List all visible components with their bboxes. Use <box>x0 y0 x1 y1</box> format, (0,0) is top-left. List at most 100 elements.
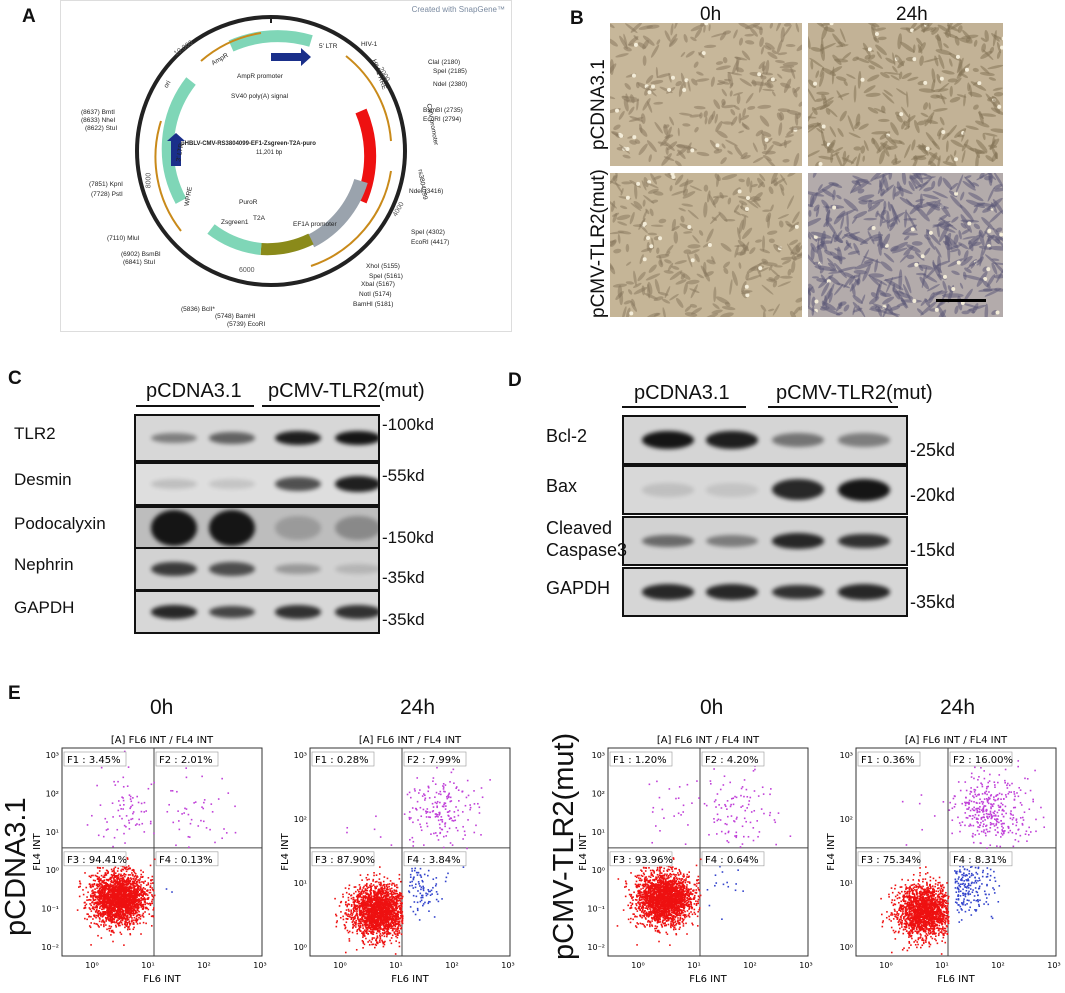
event-dot <box>148 913 150 915</box>
event-dot <box>107 828 109 830</box>
event-dot <box>109 920 111 922</box>
event-dot <box>133 910 135 912</box>
event-dot <box>105 924 107 926</box>
event-dot <box>133 919 135 921</box>
cell-mark <box>767 230 778 236</box>
cell-mark <box>808 35 812 50</box>
event-dot <box>136 916 138 918</box>
cell-mark <box>948 58 953 67</box>
event-dot <box>120 874 122 876</box>
event-dot <box>108 903 110 905</box>
protein-band <box>335 431 380 445</box>
event-dot <box>134 896 136 898</box>
round-cell-mark <box>986 267 990 271</box>
event-dot <box>373 929 375 931</box>
cell-mark <box>942 280 948 291</box>
event-dot <box>114 922 116 924</box>
cell-mark <box>650 44 660 59</box>
cell-mark <box>745 92 755 104</box>
event-dot <box>131 913 133 915</box>
event-dot <box>109 930 111 932</box>
event-dot <box>91 902 93 904</box>
molecular-weight-label: -25kd <box>910 440 955 461</box>
protein-band <box>275 477 321 491</box>
event-dot <box>130 916 132 918</box>
event-dot <box>129 794 131 796</box>
event-dot <box>188 846 190 848</box>
event-dot <box>175 844 177 846</box>
event-dot <box>129 905 131 907</box>
round-cell-mark <box>671 175 675 179</box>
event-dot <box>340 917 342 919</box>
blot-strip <box>622 415 908 465</box>
event-dot <box>98 910 100 912</box>
round-cell-mark <box>626 147 630 151</box>
event-dot <box>97 872 99 874</box>
cell-mark <box>748 246 756 255</box>
event-dot <box>345 887 347 889</box>
event-dot <box>114 837 116 839</box>
event-dot <box>395 930 397 932</box>
cell-mark <box>758 79 764 93</box>
event-dot <box>116 914 118 916</box>
cell-mark <box>844 226 851 233</box>
round-cell-mark <box>619 134 623 138</box>
event-dot <box>100 924 102 926</box>
event-dot <box>84 905 86 907</box>
event-dot <box>113 874 115 876</box>
event-dot <box>119 804 121 806</box>
event-dot <box>104 922 106 924</box>
event-dot <box>100 880 102 882</box>
cell-mark <box>923 111 935 127</box>
event-dot <box>342 916 344 918</box>
event-dot <box>355 926 357 928</box>
event-dot <box>151 783 153 785</box>
event-dot <box>95 875 97 877</box>
cell-mark <box>862 155 865 162</box>
cell-mark <box>625 261 631 267</box>
protein-band <box>642 483 694 496</box>
event-dot <box>128 865 130 867</box>
event-dot <box>115 888 117 890</box>
event-dot <box>118 892 120 894</box>
event-dot <box>179 829 181 831</box>
cell-mark <box>717 211 729 224</box>
event-dot <box>98 835 100 837</box>
cell-mark <box>994 92 1003 97</box>
cell-mark <box>795 296 802 303</box>
cell-mark <box>786 195 795 210</box>
event-dot <box>103 905 105 907</box>
event-dot <box>370 891 372 893</box>
event-dot <box>141 811 143 813</box>
event-dot <box>120 889 122 891</box>
event-dot <box>86 904 88 906</box>
event-dot <box>123 833 125 835</box>
cell-mark <box>610 231 624 235</box>
event-dot <box>105 888 107 890</box>
event-dot <box>117 889 119 891</box>
event-dot <box>124 842 126 844</box>
cell-mark <box>972 67 979 72</box>
cell-mark <box>687 209 699 220</box>
event-dot <box>120 896 122 898</box>
round-cell-mark <box>814 300 818 304</box>
event-dot <box>128 883 130 885</box>
cell-mark <box>730 115 739 126</box>
event-dot <box>110 881 112 883</box>
event-dot <box>84 902 86 904</box>
round-cell-mark <box>911 227 915 231</box>
event-dot <box>99 895 101 897</box>
blot-strip <box>134 462 380 506</box>
event-dot <box>365 938 367 940</box>
event-dot <box>111 922 113 924</box>
event-dot <box>110 907 112 909</box>
event-dot <box>121 818 123 820</box>
event-dot <box>211 803 213 805</box>
cell-mark <box>618 110 626 121</box>
y-tick-label: 10³ <box>46 751 59 760</box>
event-dot <box>379 941 381 943</box>
event-dot <box>102 919 104 921</box>
event-dot <box>153 833 155 835</box>
cell-mark <box>612 123 621 131</box>
